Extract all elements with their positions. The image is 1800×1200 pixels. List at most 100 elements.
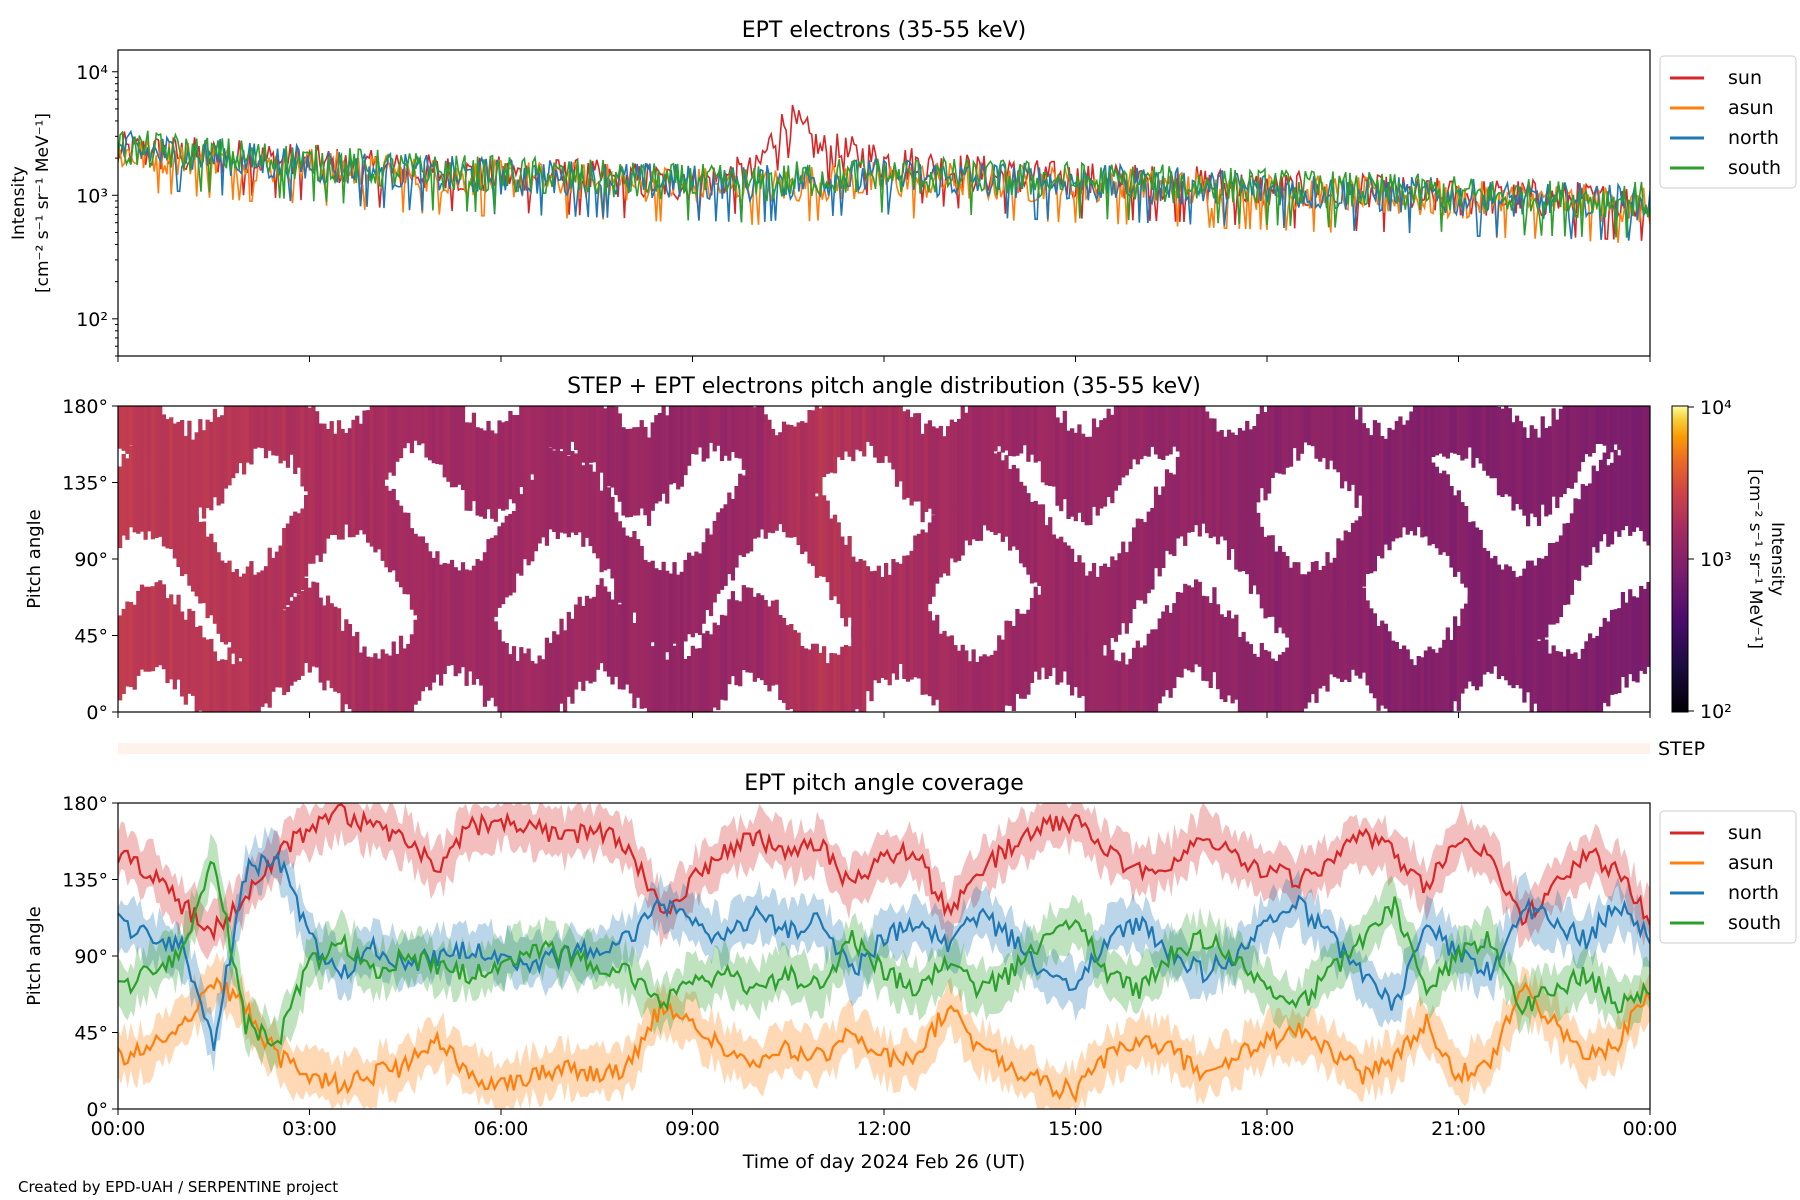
pitch-angle-cell — [293, 511, 298, 594]
pitch-angle-cell — [479, 428, 484, 517]
pitch-angle-cell — [475, 427, 480, 516]
pitch-angle-cell — [482, 621, 488, 707]
legend-asun: asun — [1728, 852, 1774, 874]
pitch-angle-cell — [176, 421, 181, 511]
pitch-angle-cell — [1635, 445, 1640, 528]
pitch-angle-cell — [873, 570, 878, 653]
pitch-angle-cell — [278, 545, 283, 628]
pitch-angle-cell — [1522, 427, 1527, 516]
pitch-angle-cell — [935, 502, 940, 584]
pitch-angle-cell — [1445, 406, 1450, 459]
pitch-angle-cell — [201, 521, 207, 604]
pitch-angle-cell — [1124, 552, 1129, 634]
pitch-angle-cell — [384, 485, 389, 568]
pitch-angle-cell — [1464, 603, 1469, 689]
y-tick-label: 90° — [74, 946, 108, 968]
pitch-angle-cell — [1358, 516, 1363, 598]
pitch-angle-cell — [851, 406, 856, 462]
pitch-angle-cell — [1135, 406, 1140, 465]
y-tick-label: 90° — [74, 549, 108, 571]
pitch-angle-cell — [125, 406, 130, 454]
pitch-angle-cell — [511, 415, 517, 504]
pitch-angle-cell — [1150, 629, 1155, 712]
pitch-angle-cell — [1646, 406, 1650, 484]
pitch-angle-cell — [920, 609, 925, 695]
pitch-angle-cell — [1471, 601, 1476, 687]
pitch-angle-cell — [770, 428, 776, 518]
pitch-angle-cell — [1263, 412, 1268, 501]
pitch-angle-cell — [1263, 536, 1268, 619]
y-tick-label: 10⁴ — [76, 62, 108, 84]
pitch-angle-cell — [1467, 406, 1472, 448]
pitch-angle-cell — [1292, 562, 1297, 644]
pitch-angle-cell — [530, 479, 535, 562]
pitch-angle-cell — [1536, 557, 1542, 640]
pitch-angle-cell — [792, 426, 798, 515]
pitch-angle-cell — [1310, 561, 1316, 644]
pitch-angle-cell — [1464, 506, 1469, 588]
pitch-angle-cell — [592, 406, 597, 463]
pitch-angle-cell — [964, 650, 969, 712]
pitch-angle-cell — [460, 406, 466, 490]
pitch-angle-cell — [205, 419, 210, 509]
pitch-angle-cell — [1033, 500, 1038, 583]
pitch-angle-cell — [231, 406, 236, 479]
pitch-angle-cell — [1460, 502, 1465, 584]
pitch-angle-cell — [1529, 425, 1534, 514]
coverage-band-sun — [118, 803, 1650, 960]
pitch-angle-cell — [1584, 406, 1589, 455]
pitch-angle-cell — [1164, 406, 1170, 456]
pitch-angle-cell — [1084, 628, 1089, 712]
pitch-angle-cell — [1077, 555, 1082, 637]
pitch-angle-cell — [391, 406, 396, 476]
coverage-legend: sun asun north south — [1659, 810, 1797, 944]
pitch-angle-cell — [938, 425, 943, 515]
pitch-angle-cell — [1639, 585, 1644, 671]
pitch-angle-cell — [803, 648, 809, 712]
pitch-angle-cell — [862, 560, 867, 643]
pitch-angle-cell — [515, 660, 520, 712]
pitch-angle-cell — [1449, 486, 1454, 568]
pitch-angle-cell — [1310, 609, 1316, 695]
pitch-angle-cell — [639, 545, 644, 628]
pitch-angle-cell — [1226, 478, 1232, 560]
pitch-angle-cell — [198, 625, 203, 711]
pitch-angle-cell — [1113, 560, 1119, 642]
pitch-angle-cell — [278, 406, 283, 464]
pitch-angle-cell — [708, 634, 714, 712]
pitch-angle-cell — [504, 515, 509, 598]
pitch-angle-cell — [482, 430, 488, 519]
pitch-angle-cell — [249, 639, 254, 712]
pitch-angle-cell — [584, 595, 590, 681]
pitch-angle-cell — [238, 661, 243, 712]
pitch-angle-cell — [989, 406, 995, 470]
pitch-angle-cell — [420, 606, 426, 692]
pitch-angle-cell — [384, 653, 389, 712]
pitch-angle-cell — [351, 419, 356, 509]
pitch-angle-cell — [803, 422, 809, 511]
pitch-angle-cell — [595, 476, 601, 559]
pitch-angle-cell — [931, 620, 936, 706]
pitch-angle-cell — [1580, 648, 1585, 712]
y-tick-label: 135° — [62, 870, 108, 892]
pitch-angle-cell — [201, 637, 207, 712]
pitch-angle-cell — [1270, 535, 1275, 617]
pitch-angle-cell — [1106, 645, 1111, 712]
pitch-angle-cell — [898, 406, 903, 482]
pitch-angle-cell — [1077, 424, 1082, 513]
pitch-angle-cell — [1201, 406, 1206, 492]
pitch-angle-cell — [1219, 430, 1224, 519]
pitch-angle-cell — [533, 406, 539, 479]
pitch-angle-cell — [132, 604, 137, 690]
pitch-angle-cell — [734, 486, 739, 568]
pitch-angle-cell — [1551, 645, 1556, 712]
pitch-angle-cell — [1088, 571, 1093, 653]
pitch-angle-cell — [1277, 654, 1283, 712]
pitch-angle-cell — [628, 608, 633, 694]
pitch-angle-cell — [256, 406, 261, 448]
pitch-angle-cell — [1241, 430, 1246, 519]
pitch-angle-cell — [1325, 406, 1330, 470]
pitch-angle-cell — [490, 537, 495, 620]
pitch-angle-cell — [340, 428, 345, 518]
